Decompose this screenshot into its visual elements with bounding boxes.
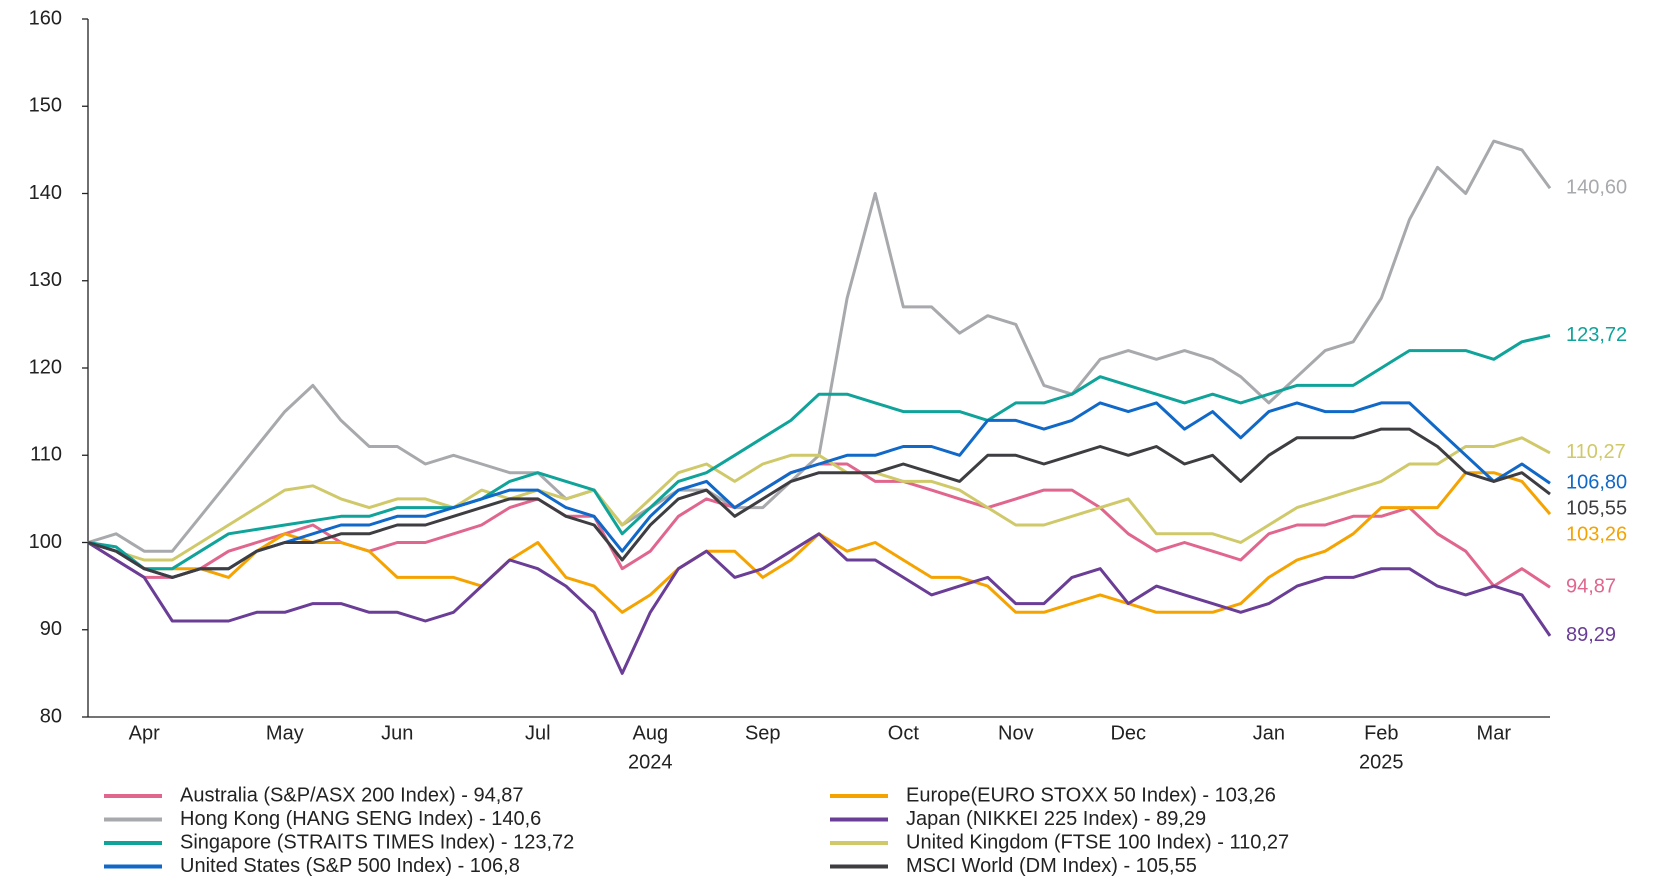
legend-label: Singapore (STRAITS TIMES Index) - 123,72: [180, 831, 574, 853]
x-tick-label: Aug: [633, 722, 669, 744]
legend-label: United States (S&P 500 Index) - 106,8: [180, 855, 520, 877]
x-tick-label: Jan: [1253, 722, 1285, 744]
y-tick-label: 100: [29, 531, 62, 553]
end-label: 89,29: [1566, 624, 1616, 646]
series-line: [87, 532, 1552, 675]
legend-label: Australia (S&P/ASX 200 Index) - 94,87: [180, 784, 524, 806]
series-line: [87, 427, 1551, 579]
x-tick-label: Nov: [998, 722, 1034, 744]
x-tick-label: Jul: [525, 722, 551, 744]
end-label: 140,60: [1566, 177, 1627, 199]
x-tick-label: Sep: [745, 722, 781, 744]
x-tick-label: Dec: [1110, 722, 1146, 744]
legend-label: Hong Kong (HANG SENG Index) - 140,6: [180, 808, 541, 830]
y-tick-label: 160: [29, 7, 62, 29]
end-label: 94,87: [1566, 576, 1616, 598]
end-label: 106,80: [1566, 471, 1627, 493]
x-tick-label: Apr: [129, 722, 160, 744]
series-line: [87, 401, 1551, 579]
end-label: 123,72: [1566, 324, 1627, 346]
x-group-label: 2025: [1359, 751, 1404, 773]
y-tick-label: 130: [29, 269, 62, 291]
y-tick-label: 90: [40, 618, 62, 640]
series-line: [87, 334, 1551, 571]
legend-label: Europe(EURO STOXX 50 Index) - 103,26: [906, 784, 1276, 806]
x-tick-label: Feb: [1364, 722, 1398, 744]
legend-label: Japan (NIKKEI 225 Index) - 89,29: [906, 808, 1206, 830]
series-line: [87, 462, 1551, 589]
y-tick-label: 110: [30, 444, 62, 466]
legend-label: MSCI World (DM Index) - 105,55: [906, 855, 1197, 877]
legend-label: United Kingdom (FTSE 100 Index) - 110,27: [906, 831, 1289, 853]
end-label: 105,55: [1566, 497, 1627, 519]
series-line: [87, 139, 1552, 553]
x-tick-label: Oct: [888, 722, 920, 744]
x-tick-label: May: [266, 722, 304, 744]
y-tick-label: 80: [40, 705, 62, 727]
end-label: 103,26: [1566, 523, 1627, 545]
x-group-label: 2024: [628, 751, 673, 773]
y-tick-label: 140: [29, 182, 62, 204]
x-tick-label: Mar: [1477, 722, 1512, 744]
series-line: [87, 436, 1551, 562]
y-tick-label: 150: [29, 95, 62, 117]
y-tick-label: 120: [29, 356, 62, 378]
x-tick-label: Jun: [381, 722, 413, 744]
end-label: 110,27: [1566, 441, 1626, 463]
